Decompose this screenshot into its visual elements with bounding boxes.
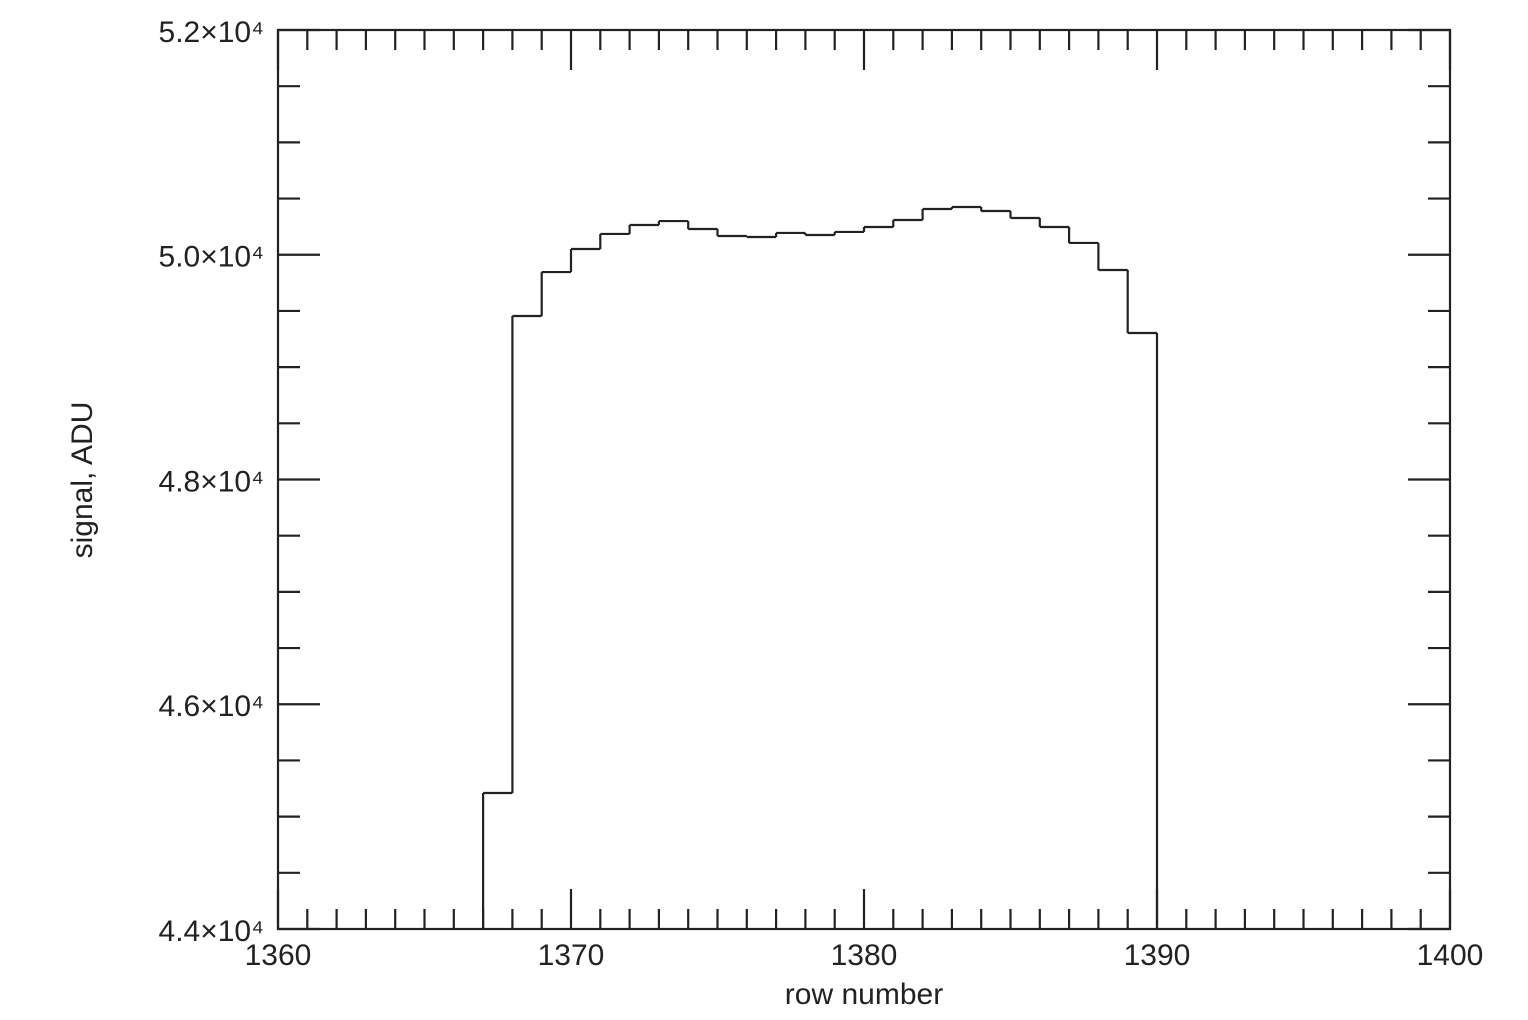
x-tick-label: 1360: [245, 939, 312, 972]
y-tick-label: 4.4×10⁴: [159, 915, 264, 948]
y-tick-label: 5.2×10⁴: [159, 16, 264, 49]
x-axis-label: row number: [785, 978, 943, 1011]
y-axis-label: signal, ADU: [66, 402, 99, 559]
x-tick-label: 1390: [1124, 939, 1191, 972]
y-tick-label: 4.8×10⁴: [159, 465, 264, 498]
y-tick-label: 4.6×10⁴: [159, 690, 264, 723]
x-tick-label: 1380: [831, 939, 898, 972]
x-tick-label: 1370: [538, 939, 605, 972]
y-tick-label: 5.0×10⁴: [159, 241, 264, 274]
x-tick-label: 1400: [1417, 939, 1484, 972]
plot-frame: [276, 28, 1452, 931]
